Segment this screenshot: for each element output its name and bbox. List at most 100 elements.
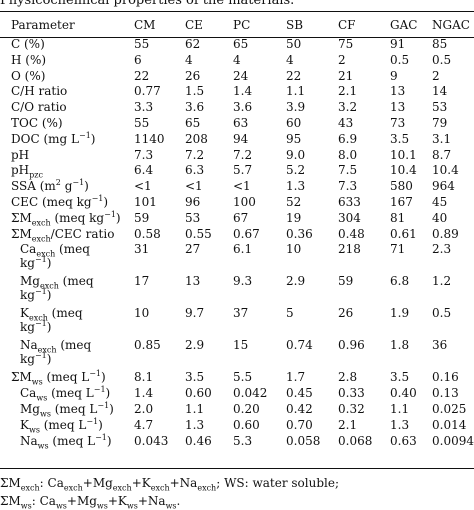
table-cell-sb: 50	[286, 37, 302, 51]
table-row: pHpzc 6.4 6.3 5.7 5.2 7.5 10.4 10.4	[0, 163, 474, 179]
table-header-rule	[0, 37, 474, 38]
table-row: ΣMexch (meq kg−1) 59 53 67 19 304 81 40	[0, 209, 474, 228]
table-cell-cf: 43	[338, 115, 354, 130]
row-parameter-label: ΣMexch/CEC ratio	[11, 226, 115, 243]
table-cell-cm: 31	[134, 242, 150, 257]
table-cell-ce: 4	[185, 52, 193, 67]
table-cell-ce: 62	[185, 37, 201, 51]
header-cell-parameter: Parameter	[11, 17, 75, 32]
table-cell-cm: 7.3	[134, 147, 154, 162]
table-cell-cf: 2	[338, 52, 346, 67]
table-cell-ngac: 0.16	[432, 370, 459, 385]
row-parameter-label: Caexch (meq kg−1)	[20, 242, 90, 271]
table-cell-sb: 5.2	[286, 163, 306, 178]
table-cell-ce: 1.5	[185, 84, 205, 99]
table-cell-pc: 1.4	[233, 84, 253, 99]
table-cell-ngac: 0.0094	[432, 433, 474, 448]
table-cell-cm: 0.043	[134, 433, 169, 448]
table-cell-pc: 0.67	[233, 226, 260, 241]
row-parameter-label: Naws (meq L−1)	[20, 432, 112, 450]
table-cell-sb: 2.9	[286, 274, 306, 289]
table-cell-ngac: 0.025	[432, 401, 467, 416]
table-cell-ngac: 79	[432, 115, 448, 130]
table-cell-ce: 0.55	[185, 226, 212, 241]
table-row: Caexch (meq kg−1) 31 27 6.1 10 218 71 2.3	[0, 242, 474, 274]
table-row: Mgws (meq L−1) 2.0 1.1 0.20 0.42 0.32 1.1 0.025	[0, 401, 474, 417]
table-cell-ngac: 0.13	[432, 386, 459, 401]
table-cell-ce: 0.60	[185, 386, 212, 401]
header-cell-pc: PC	[233, 17, 251, 32]
table-cell-pc: 6.1	[233, 242, 253, 257]
table-row: Naexch (meq kg−1) 0.85 2.9 15 0.74 0.96 1.8 36	[0, 338, 474, 370]
table-cell-ce: 7.2	[185, 147, 205, 162]
row-parameter-label: ΣMexch (meq kg−1)	[11, 209, 121, 228]
table-cell-cm: 6.4	[134, 163, 154, 178]
table-row: Caws (meq L−1) 1.4 0.60 0.042 0.45 0.33 0.40 0.…	[0, 386, 474, 402]
table-cell-pc: <1	[233, 179, 251, 194]
table-cell-gac: 9	[390, 68, 398, 83]
table-cell-pc: 0.60	[233, 417, 260, 432]
header-cell-ce: CE	[185, 17, 203, 32]
table-cell-cm: 59	[134, 210, 150, 225]
table-cell-cf: 0.33	[338, 386, 365, 401]
table-cell-pc: 5.3	[233, 433, 253, 448]
table-cell-sb: 52	[286, 194, 302, 209]
table-cell-sb: 9.0	[286, 147, 306, 162]
table-cell-sb: 60	[286, 115, 302, 130]
row-parameter-label: SSA (m2 g−1)	[11, 178, 89, 194]
table-cell-cm: 8.1	[134, 370, 154, 385]
table-cell-gac: 167	[390, 194, 413, 209]
table-row: DOC (mg L−1) 1140 208 94 95 6.9 3.5 3.1	[0, 131, 474, 148]
table-top-rule	[0, 11, 474, 12]
table-cell-gac: 1.1	[390, 401, 410, 416]
table-cell-ngac: 2.3	[432, 242, 452, 257]
table-cell-cf: 7.5	[338, 163, 358, 178]
table-cell-ce: 13	[185, 274, 201, 289]
table-cell-cf: 2.1	[338, 417, 358, 432]
table-cell-gac: 0.40	[390, 386, 417, 401]
table-cell-pc: 100	[233, 194, 256, 209]
table-cell-cf: 218	[338, 242, 361, 257]
table-cell-pc: 9.3	[233, 274, 253, 289]
table-cell-cm: 6	[134, 52, 142, 67]
table-cell-cf: 633	[338, 194, 361, 209]
table-cell-cf: 304	[338, 210, 361, 225]
table-cell-ce: 9.7	[185, 306, 205, 321]
row-parameter-label: pH	[11, 147, 30, 162]
table-row: C/H ratio 0.77 1.5 1.4 1.1 2.1 13 14	[0, 84, 474, 100]
header-cell-ngac: NGAC	[432, 17, 470, 32]
table-cell-sb: 0.058	[286, 433, 321, 448]
table-cell-ce: 1.1	[185, 401, 205, 416]
table-cell-gac: 91	[390, 37, 406, 51]
table-cell-pc: 94	[233, 131, 249, 146]
table-cell-ngac: 10.4	[432, 163, 459, 178]
row-parameter-label: pHpzc	[11, 163, 43, 180]
row-parameter-label: ΣMws (meq L−1)	[11, 369, 106, 387]
table-cell-cm: 10	[134, 306, 150, 321]
table-row: Naws (meq L−1) 0.043 0.46 5.3 0.058 0.068 0.63…	[0, 432, 474, 450]
table-cell-ngac: 36	[432, 338, 448, 353]
table-cell-ngac: 0.5	[432, 306, 452, 321]
table-cell-sb: 5	[286, 306, 294, 321]
table-row: ΣMws (meq L−1) 8.1 3.5 5.5 1.7 2.8 3.5 0.16	[0, 370, 474, 386]
table-cell-cm: 1.4	[134, 386, 154, 401]
table-row: Mgexch (meq kg−1) 17 13 9.3 2.9 59 6.8 1.2	[0, 274, 474, 306]
table-cell-sb: 0.42	[286, 401, 313, 416]
table-cell-cf: 0.48	[338, 226, 365, 241]
table-row: TOC (%) 55 65 63 60 43 73 79	[0, 116, 474, 132]
table-body: C (%) 55 62 65 50 75 91 85 H (%) 6 4 4 4 2 0.5 0.5 O (%)…	[0, 37, 474, 449]
table-cell-cf: 7.3	[338, 179, 358, 194]
table-cell-cf: 0.32	[338, 401, 365, 416]
table-cell-ngac: 0.014	[432, 417, 467, 432]
table-cell-cm: 0.77	[134, 84, 161, 99]
table-cell-ngac: 3.1	[432, 131, 452, 146]
table-cell-sb: 3.9	[286, 100, 306, 115]
table-cell-pc: 3.6	[233, 100, 253, 115]
table-cell-sb: 19	[286, 210, 302, 225]
table-cell-gac: 3.5	[390, 370, 410, 385]
table-footnotes: ΣMexch: Caexch+Mgexch+Kexch+Naexch; WS: …	[0, 474, 339, 510]
table-cell-cf: 6.9	[338, 131, 358, 146]
table-cell-sb: 0.70	[286, 417, 313, 432]
table-cell-ngac: 2	[432, 68, 440, 83]
table-cell-ce: 3.6	[185, 100, 205, 115]
